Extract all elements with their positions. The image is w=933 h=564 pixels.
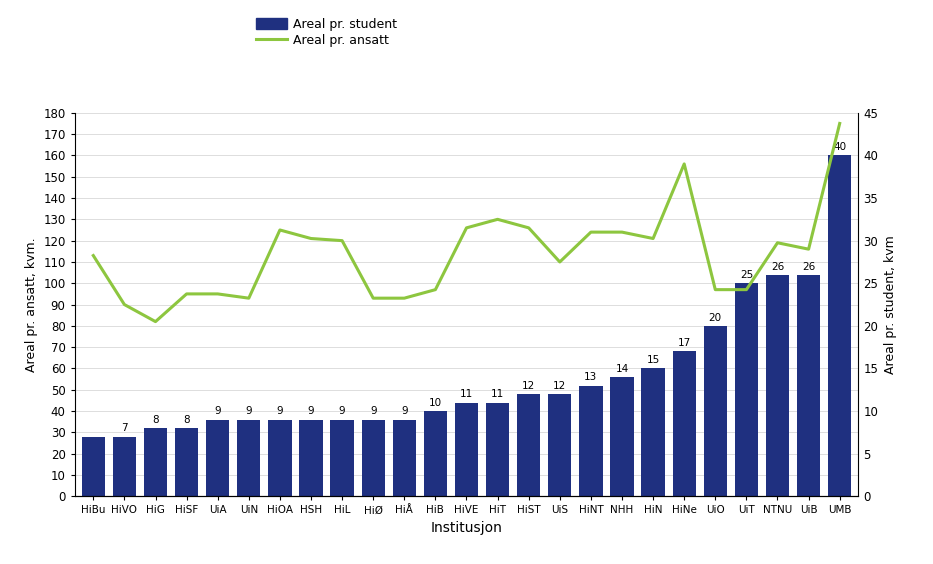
Text: 9: 9 [401, 407, 408, 416]
Bar [206, 420, 230, 496]
Text: 12: 12 [553, 381, 566, 391]
Bar [174, 428, 198, 496]
Text: 20: 20 [709, 312, 722, 323]
Bar [517, 394, 540, 496]
Bar [330, 420, 354, 496]
Bar [237, 420, 260, 496]
Text: 26: 26 [802, 262, 815, 271]
Text: 40: 40 [833, 142, 846, 152]
Text: 9: 9 [308, 407, 314, 416]
Text: 14: 14 [616, 364, 629, 374]
Bar [82, 437, 104, 496]
Text: 8: 8 [152, 415, 159, 425]
Text: 15: 15 [647, 355, 660, 365]
Text: 9: 9 [339, 407, 345, 416]
Bar [361, 420, 384, 496]
Bar [454, 403, 478, 496]
Bar [424, 411, 447, 496]
Bar [766, 275, 789, 496]
Text: 11: 11 [460, 389, 473, 399]
Bar [113, 437, 136, 496]
Text: 9: 9 [276, 407, 284, 416]
Legend: Areal pr. student, Areal pr. ansatt: Areal pr. student, Areal pr. ansatt [256, 17, 397, 47]
Text: 12: 12 [522, 381, 536, 391]
Y-axis label: Areal pr. ansatt, kvm.: Areal pr. ansatt, kvm. [24, 237, 37, 372]
Text: 13: 13 [584, 372, 597, 382]
Bar [393, 420, 416, 496]
Text: 25: 25 [740, 270, 753, 280]
Bar [268, 420, 291, 496]
Bar [641, 368, 664, 496]
Bar [673, 351, 696, 496]
Text: 9: 9 [245, 407, 252, 416]
Text: 9: 9 [369, 407, 377, 416]
Text: 11: 11 [491, 389, 504, 399]
Bar [828, 156, 851, 496]
Bar [486, 403, 509, 496]
Bar [703, 326, 727, 496]
Text: 9: 9 [215, 407, 221, 416]
Bar [299, 420, 323, 496]
Bar [548, 394, 571, 496]
Bar [144, 428, 167, 496]
Bar [610, 377, 634, 496]
X-axis label: Institusjon: Institusjon [430, 521, 503, 535]
Text: 10: 10 [429, 398, 442, 408]
Text: 8: 8 [183, 415, 190, 425]
Y-axis label: Areal pr. student, kvm: Areal pr. student, kvm [884, 235, 897, 374]
Bar [579, 386, 603, 496]
Text: 17: 17 [677, 338, 690, 348]
Bar [734, 283, 758, 496]
Text: 26: 26 [771, 262, 784, 271]
Text: 7: 7 [121, 424, 128, 434]
Bar [797, 275, 820, 496]
